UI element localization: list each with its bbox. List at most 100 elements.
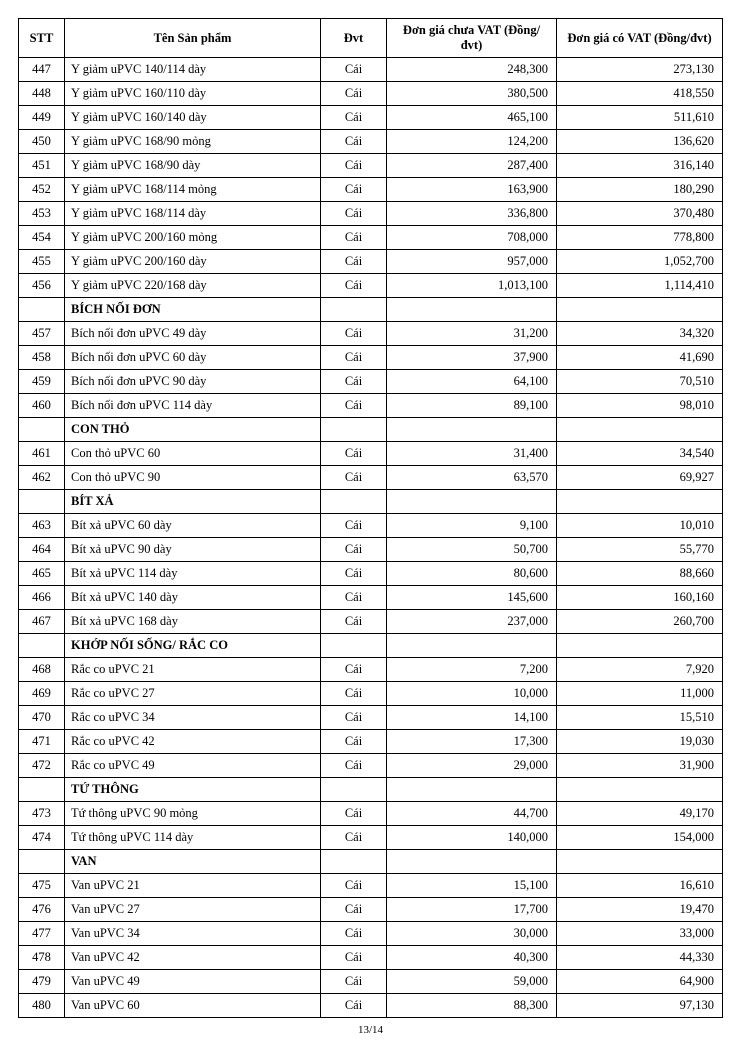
section-row: CON THỎ — [19, 418, 723, 442]
cell-novat: 17,300 — [387, 730, 557, 754]
cell-unit: Cái — [321, 514, 387, 538]
table-row: 472Rắc co uPVC 49Cái29,00031,900 — [19, 754, 723, 778]
cell-section-name: BÍT XẢ — [65, 490, 321, 514]
cell-stt: 467 — [19, 610, 65, 634]
table-row: 468Rắc co uPVC 21Cái7,2007,920 — [19, 658, 723, 682]
cell-name: Van uPVC 21 — [65, 874, 321, 898]
cell-vat: 10,010 — [557, 514, 723, 538]
cell-stt: 454 — [19, 226, 65, 250]
cell-section-name: CON THỎ — [65, 418, 321, 442]
cell-vat: 70,510 — [557, 370, 723, 394]
cell-novat: 30,000 — [387, 922, 557, 946]
table-row: 453Y giảm uPVC 168/114 dàyCái336,800370,… — [19, 202, 723, 226]
cell-name: Y giảm uPVC 220/168 dày — [65, 274, 321, 298]
cell-novat: 37,900 — [387, 346, 557, 370]
cell-unit — [321, 298, 387, 322]
table-row: 480Van uPVC 60Cái88,30097,130 — [19, 994, 723, 1018]
cell-novat — [387, 418, 557, 442]
cell-name: Y giảm uPVC 200/160 dày — [65, 250, 321, 274]
table-row: 473Tứ thông uPVC 90 mỏngCái44,70049,170 — [19, 802, 723, 826]
table-row: 449Y giảm uPVC 160/140 dàyCái465,100511,… — [19, 106, 723, 130]
col-header-vat: Đơn giá có VAT (Đồng/đvt) — [557, 19, 723, 58]
cell-name: Bít xả uPVC 114 dày — [65, 562, 321, 586]
cell-name: Bích nối đơn uPVC 49 dày — [65, 322, 321, 346]
cell-novat: 80,600 — [387, 562, 557, 586]
cell-vat: 316,140 — [557, 154, 723, 178]
table-row: 447Y giảm uPVC 140/114 dàyCái248,300273,… — [19, 58, 723, 82]
cell-name: Bích nối đơn uPVC 60 dày — [65, 346, 321, 370]
cell-unit: Cái — [321, 202, 387, 226]
cell-vat: 64,900 — [557, 970, 723, 994]
cell-unit: Cái — [321, 250, 387, 274]
cell-stt: 469 — [19, 682, 65, 706]
cell-novat: 163,900 — [387, 178, 557, 202]
cell-stt: 466 — [19, 586, 65, 610]
cell-unit: Cái — [321, 682, 387, 706]
cell-stt: 472 — [19, 754, 65, 778]
table-body: 447Y giảm uPVC 140/114 dàyCái248,300273,… — [19, 58, 723, 1018]
table-row: 454Y giảm uPVC 200/160 mỏngCái708,000778… — [19, 226, 723, 250]
cell-novat: 1,013,100 — [387, 274, 557, 298]
cell-unit: Cái — [321, 274, 387, 298]
col-header-unit: Đvt — [321, 19, 387, 58]
cell-unit: Cái — [321, 82, 387, 106]
cell-name: Rắc co uPVC 21 — [65, 658, 321, 682]
table-row: 477Van uPVC 34Cái30,00033,000 — [19, 922, 723, 946]
cell-novat: 145,600 — [387, 586, 557, 610]
cell-vat: 15,510 — [557, 706, 723, 730]
cell-stt: 456 — [19, 274, 65, 298]
cell-name: Con thỏ uPVC 90 — [65, 466, 321, 490]
cell-stt: 474 — [19, 826, 65, 850]
table-row: 469Rắc co uPVC 27Cái10,00011,000 — [19, 682, 723, 706]
cell-vat — [557, 490, 723, 514]
cell-name: Bít xả uPVC 90 dày — [65, 538, 321, 562]
cell-novat: 89,100 — [387, 394, 557, 418]
col-header-novat: Đơn giá chưa VAT (Đồng/đvt) — [387, 19, 557, 58]
col-header-stt: STT — [19, 19, 65, 58]
cell-name: Bích nối đơn uPVC 114 dày — [65, 394, 321, 418]
cell-vat: 260,700 — [557, 610, 723, 634]
cell-vat: 41,690 — [557, 346, 723, 370]
cell-unit: Cái — [321, 106, 387, 130]
cell-novat: 10,000 — [387, 682, 557, 706]
cell-vat: 49,170 — [557, 802, 723, 826]
cell-stt: 471 — [19, 730, 65, 754]
cell-vat — [557, 850, 723, 874]
page-number: 13/14 — [18, 1024, 723, 1036]
cell-unit: Cái — [321, 226, 387, 250]
cell-name: Y giảm uPVC 168/90 mỏng — [65, 130, 321, 154]
cell-novat: 17,700 — [387, 898, 557, 922]
cell-unit: Cái — [321, 754, 387, 778]
cell-vat: 180,290 — [557, 178, 723, 202]
cell-novat: 140,000 — [387, 826, 557, 850]
cell-novat — [387, 850, 557, 874]
cell-stt — [19, 490, 65, 514]
cell-novat: 50,700 — [387, 538, 557, 562]
cell-stt — [19, 298, 65, 322]
cell-novat — [387, 490, 557, 514]
cell-unit: Cái — [321, 538, 387, 562]
cell-stt: 458 — [19, 346, 65, 370]
table-row: 460Bích nối đơn uPVC 114 dàyCái89,10098,… — [19, 394, 723, 418]
cell-stt: 460 — [19, 394, 65, 418]
cell-stt: 457 — [19, 322, 65, 346]
section-row: BÍCH NỐI ĐƠN — [19, 298, 723, 322]
cell-vat: 370,480 — [557, 202, 723, 226]
cell-novat: 59,000 — [387, 970, 557, 994]
cell-stt: 452 — [19, 178, 65, 202]
cell-unit: Cái — [321, 442, 387, 466]
cell-unit: Cái — [321, 658, 387, 682]
cell-novat: 287,400 — [387, 154, 557, 178]
cell-vat: 154,000 — [557, 826, 723, 850]
cell-name: Tứ thông uPVC 114 dày — [65, 826, 321, 850]
cell-unit: Cái — [321, 562, 387, 586]
cell-name: Y giảm uPVC 160/110 dày — [65, 82, 321, 106]
cell-stt: 451 — [19, 154, 65, 178]
cell-novat: 14,100 — [387, 706, 557, 730]
cell-stt: 447 — [19, 58, 65, 82]
cell-stt: 449 — [19, 106, 65, 130]
section-row: BÍT XẢ — [19, 490, 723, 514]
cell-unit: Cái — [321, 802, 387, 826]
table-row: 464Bít xả uPVC 90 dàyCái50,70055,770 — [19, 538, 723, 562]
cell-vat: 160,160 — [557, 586, 723, 610]
